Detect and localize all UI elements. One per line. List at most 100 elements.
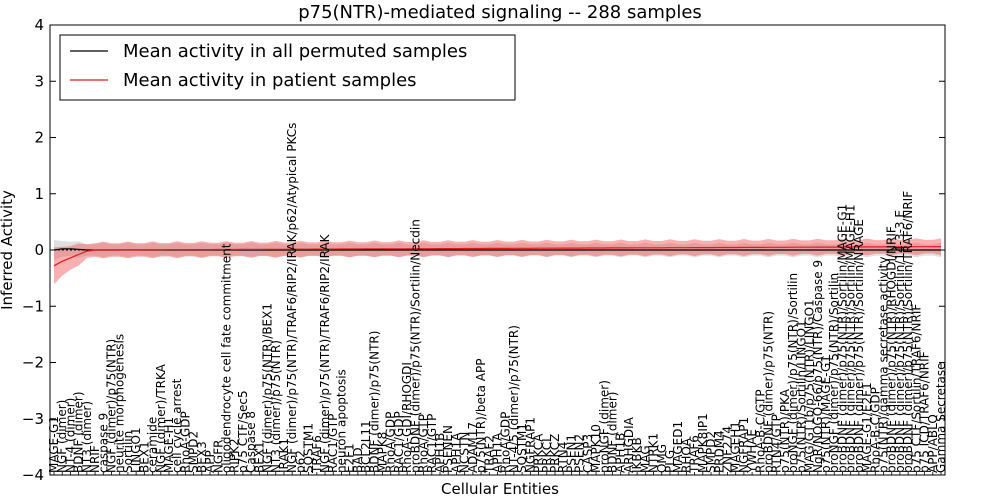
x-tick-label: NGF (dimer)/p75(NTR)/TRAF6/RIP2/IRAK: [318, 233, 332, 473]
chart-title: p75(NTR)-mediated signaling -- 288 sampl…: [298, 2, 702, 23]
x-tick-label: RhoA-GDI/RHOGDI: [400, 362, 414, 473]
x-tick-label: proNGF (dimer)/p75(NTR)/Sortilin: [786, 273, 800, 473]
x-tick-label: PRKCZ: [548, 434, 562, 473]
x-tick-label: SMPD2: [187, 431, 201, 473]
x-tick-label: oligodendrocyte cell fate commitment: [220, 243, 234, 473]
x-tick-label: BDNF (dimer)/p75(NTR): [367, 331, 381, 473]
x-tick-label: PRDM4: [712, 430, 726, 473]
legend: Mean activity in all permuted samples Me…: [59, 34, 516, 101]
x-tick-label: RhoA-GDP: [178, 411, 192, 473]
x-tick-label: proBDNF (dimer)/p75(NTR): [762, 311, 776, 473]
x-tick-label: RhoA/GTP: [417, 414, 431, 473]
x-tick-label: NGF (dimer): [55, 400, 69, 473]
x-tick-label: RAC1/GTP: [326, 414, 340, 473]
x-tick-label: proBDNF (dimer)/p75(NTR)/Sortilin/TRAF6/…: [901, 191, 915, 473]
x-tick-label: E2F1: [343, 443, 357, 473]
x-tick-label: APP: [203, 450, 217, 473]
y-axis-label: Inferred Activity: [0, 190, 16, 310]
x-tick-label: NRIF: [88, 445, 102, 473]
x-tick-label: NGFR: [211, 440, 225, 474]
x-tick-label: p75(NTR)/gamma secretase activity: [877, 257, 891, 473]
x-tick-label: NT-4 (dimer): [63, 398, 77, 473]
x-tick-label: p62: [293, 450, 307, 473]
x-tick-label: NGF (dimer)/p75(NTR)/BEX1: [261, 303, 275, 473]
x-tick-label: SMPD2: [704, 431, 718, 473]
x-tick-label: YWHAE: [745, 429, 759, 474]
x-tick-label: NGFRAP1: [737, 417, 751, 473]
x-tick-label: BEX1: [137, 441, 151, 473]
x-tick-label: RHOA: [679, 437, 693, 473]
x-tick-label: proBDNF (dimer)/p75(NTR)/Sortilin/NRAGE: [852, 219, 866, 473]
x-tick-label: CASP3: [581, 434, 595, 473]
x-tick-label: BCL2L11: [359, 420, 373, 473]
x-tick-label: p75(NTR)/beta APP: [474, 359, 488, 474]
x-tick-label: RTN4/GTP: [770, 414, 784, 473]
x-tick-label: MAG: [638, 445, 652, 473]
x-tick-label: APH1A: [491, 432, 505, 473]
y-tick-label: −1: [22, 297, 44, 315]
x-tick-label: proBDNF (dimer)/p75(NTR)/Sortilin/MAGE-H…: [844, 204, 858, 473]
y-tick-label: −4: [22, 466, 44, 484]
x-tick-label: TRAF6: [688, 435, 702, 474]
x-tick-label: neuron apoptosis: [335, 369, 349, 473]
x-tick-label: RAC1/GTP: [425, 414, 439, 473]
x-tick-label: BDNF (dimer): [72, 391, 86, 473]
legend-box: [59, 34, 516, 101]
x-tick-label: MAGE-H1: [162, 417, 176, 473]
x-tick-label: RhoA-B-C/GDP: [868, 387, 882, 473]
x-tick-label: RIPK2: [228, 438, 242, 473]
x-tick-label: neurite morphogenesis: [113, 334, 127, 473]
x-tick-label: NGF (dimer)/p75(NTR)/TRAF6/RIP2/IRAK/p62…: [285, 123, 299, 473]
x-tick-label: NTRK1: [647, 433, 661, 473]
x-tick-label: BAD: [351, 447, 365, 473]
x-tick-label: APP/ABLO: [926, 414, 940, 473]
x-tick-label: MAG/GT1b/p75(NTR)/LINGO1: [803, 299, 817, 473]
x-tick-label: NGF (dimer)/TRKA: [154, 363, 168, 473]
x-tick-label: p75 CTF/Sortilin/TRAF6/NRIF: [909, 304, 923, 473]
x-tick-label: PRKCA: [532, 433, 546, 473]
y-tick-label: 4: [34, 16, 44, 34]
x-tick-label: BEX3: [195, 441, 209, 473]
x-tick-label: proBDNF (dimer)/p75(NTR)/Sortilin/14-3-3…: [893, 210, 907, 473]
x-tick-label: caspase 9: [96, 413, 110, 473]
x-tick-label: ZNF274: [721, 426, 735, 473]
x-tick-label: IKBKB: [630, 437, 644, 473]
x-tick-label: p75(NTR)/Sortilin/LINGO1: [794, 320, 808, 473]
x-tick-label: PSEN1: [564, 434, 578, 473]
x-tick-label: BEX1: [252, 441, 266, 473]
x-tick-label: MAPK8IP1: [696, 413, 710, 473]
x-tick-label: ADAM17: [466, 422, 480, 473]
x-tick-label: NgR/NOGO-66/p75(NTR)/Caspase 9: [811, 260, 825, 473]
y-tick-label: −3: [22, 410, 44, 428]
x-tick-label: NT3 (dimer)/p75(NTR): [269, 340, 283, 473]
x-tick-label: OMG: [655, 444, 669, 473]
x-tick-label: PSENEN: [441, 425, 455, 473]
x-tick-label: Gamma Secretase: [934, 362, 948, 473]
x-tick-label: PRKCI: [540, 438, 554, 473]
y-tick-label: 0: [34, 241, 44, 259]
x-tick-label: p75 CTF/Sec5: [236, 390, 250, 473]
x-tick-label: p75(NTR)/PKA: [778, 388, 792, 473]
x-tick-label: MAPK10: [589, 424, 603, 473]
x-tick-label: SQSTM1: [515, 423, 529, 473]
y-tick-label: 2: [34, 129, 44, 147]
x-tick-label: RTN4: [556, 442, 570, 473]
x-tick-label: NT3 (dimer): [80, 401, 94, 473]
x-tick-label: proBDNF (dimer)/p75(NTR)/Sortilin/Necdin: [408, 219, 422, 473]
x-tick-label: NT-4/5 (dimer)/p75(NTR): [507, 325, 521, 473]
y-tick-label: 1: [34, 185, 44, 203]
line-patient-mean: [53, 246, 942, 267]
x-tick-label: proNGF (dimer)/p75(NTR)/Sortilin: [827, 273, 841, 473]
x-tick-label: RhoA/GDP: [499, 412, 513, 473]
x-tick-label: APH1A: [449, 432, 463, 473]
legend-label-permuted: Mean activity in all permuted samples: [123, 41, 467, 62]
x-tick-label: Caspase 8: [244, 411, 258, 473]
x-tick-label: NCSTN: [458, 432, 472, 473]
x-tick-label: MAGED1: [671, 421, 685, 473]
x-tick-label: TRAF6: [310, 435, 324, 474]
x-tick-label: RhoA-B-C/GTP: [753, 389, 767, 473]
x-tick-label: MAGEH1: [729, 421, 743, 473]
y-tick-label: 3: [34, 72, 44, 90]
